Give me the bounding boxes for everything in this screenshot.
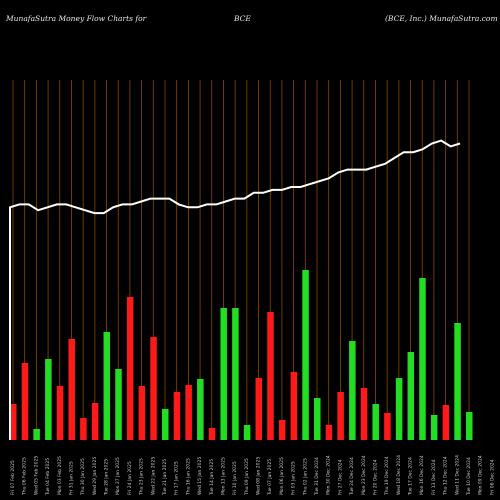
x-tick-label: Wed 22 Jan 2025 [150,457,156,495]
money-flow-bar [419,278,426,440]
money-flow-bar [430,415,438,440]
money-flow-bar [255,378,263,440]
money-flow-bar [21,363,29,440]
x-tick-label: Thu 02 Jan 2025 [302,458,308,496]
money-flow-bar [80,418,87,440]
money-flow-bar [302,270,309,440]
money-flow-bar [384,413,391,440]
x-tick-label: Fri 27 Dec 2024 [337,459,343,495]
x-tick-label: Tue 28 Jan 2025 [104,459,110,496]
x-tick-label: Thu 12 Dec 2024 [443,456,449,496]
x-tick-label: Wed 29 Jan 2025 [92,457,98,495]
header-ticker: BCE [234,14,251,23]
x-tick-label: Wed 08 Jan 2025 [256,457,262,495]
x-tick-label: Thu 30 Jan 2025 [80,458,86,496]
x-tick-label: Tue 17 Dec 2024 [408,457,414,496]
chart-header: MunafaSutra Money Flow Charts for BCE (B… [0,14,500,28]
x-tick-label: Mon 30 Dec 2024 [326,455,332,495]
money-flow-bar [407,352,415,440]
x-tick-label: Fri 13 Dec 2024 [431,459,437,495]
x-tick-label: Mon 23 Dec 2024 [361,455,367,495]
x-tick-label: Fri 31 Jan 2025 [68,461,74,495]
header-left-text: MunafaSutra Money Flow Charts for [6,14,147,23]
money-flow-bar [337,392,344,440]
x-tick-label: Wed 15 Jan 2025 [197,457,203,495]
x-tick-label: Fri 06 Dec 2024 [489,459,495,495]
money-flow-bar [150,337,157,440]
x-tick-label: Mon 06 Jan 2025 [279,457,285,495]
x-tick-label: Tue 10 Dec 2024 [466,457,472,496]
money-flow-bar [232,308,239,440]
x-tick-label: Tue 31 Dec 2024 [314,457,320,496]
money-flow-bar [33,429,40,440]
money-flow-bars [10,270,473,440]
price-line [9,139,461,440]
money-flow-bar [185,385,192,440]
x-tick-label: Wed 05 Feb 2025 [33,456,39,495]
money-flow-bar [314,398,321,440]
money-flow-bar [208,428,216,440]
x-tick-label: Mon 09 Dec 2024 [478,455,484,495]
money-flow-bar [68,339,75,440]
x-tick-label: Fri 07 Feb 2025 [10,460,16,495]
money-flow-bar [162,409,169,440]
money-flow-bar [220,308,227,440]
x-tick-label: Fri 20 Dec 2024 [372,459,378,495]
x-tick-label: Wed 18 Dec 2024 [396,455,402,495]
money-flow-bar [173,392,181,440]
x-tick-label: Wed 11 Dec 2024 [454,455,460,495]
money-flow-bar [115,369,122,440]
x-tick-label: Tue 24 Dec 2024 [349,457,355,496]
x-tick-label: Thu 16 Jan 2025 [185,458,191,496]
money-flow-bar [454,323,461,440]
money-flow-bar [45,359,52,440]
x-tick-label: Mon 27 Jan 2025 [115,457,121,495]
money-flow-bar [278,420,286,440]
x-tick-label: Thu 06 Feb 2025 [22,457,28,496]
money-flow-bar [91,403,99,440]
price-line-layer [9,139,461,440]
money-flow-bar [267,312,274,440]
money-flow-bar [325,425,333,440]
money-flow-bar [466,412,473,440]
x-tick-label: Mon 03 Feb 2025 [57,456,63,495]
x-tick-label: Thu 09 Jan 2025 [244,458,250,496]
x-tick-label: Thu 23 Jan 2025 [139,458,145,496]
x-tick-label: Tue 04 Feb 2025 [45,458,51,496]
x-tick-label: Mon 13 Jan 2025 [220,457,226,495]
x-tick-label: Fri 03 Jan 2025 [291,461,297,495]
x-tick-label: Fri 17 Jan 2025 [174,461,180,495]
money-flow-bar [372,404,379,440]
money-flow-bar [395,378,403,440]
header-right-text: (BCE, Inc.) MunafaSutra.com [385,14,498,23]
x-tick-label: Tue 21 Jan 2025 [162,459,168,496]
x-tick-label: Thu 19 Dec 2024 [384,456,390,496]
money-flow-bar [360,388,368,440]
x-tick-label: Tue 07 Jan 2025 [267,459,273,496]
x-tick-label: Mon 16 Dec 2024 [419,455,425,495]
money-flow-bar [56,386,64,440]
x-tick-label: Fri 10 Jan 2025 [232,461,238,495]
money-flow-bar [138,386,146,440]
money-flow-bar [103,332,111,440]
x-axis-labels: Fri 07 Feb 2025 Thu 06 Feb 2025 Wed 05 Feb… [10,455,495,496]
x-tick-label: Fri 24 Jan 2025 [127,461,133,495]
money-flow-bar [10,404,17,440]
x-tick-label: Tue 14 Jan 2025 [209,459,215,496]
money-flow-bar [442,405,450,440]
money-flow-bar [197,379,204,440]
money-flow-bar [126,297,134,440]
money-flow-bar [349,341,356,440]
money-flow-bar [243,425,251,440]
money-flow-bar [290,372,298,440]
